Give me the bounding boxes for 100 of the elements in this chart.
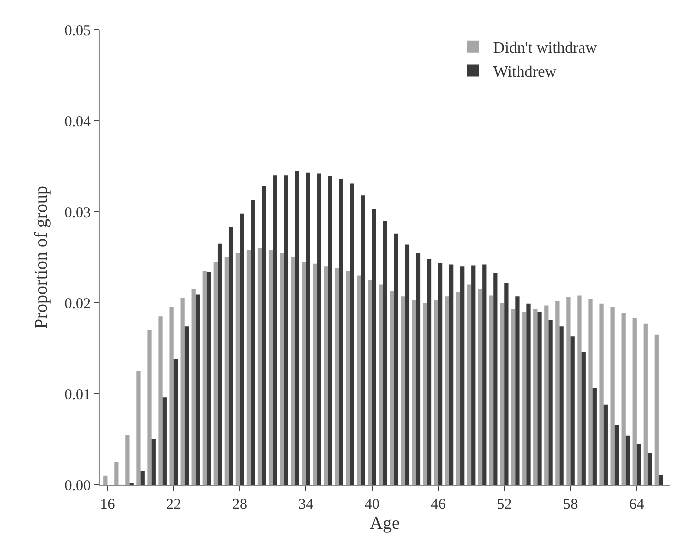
bar <box>460 266 465 485</box>
y-tick-label: 0.04 <box>64 114 92 130</box>
bar <box>588 299 593 485</box>
bar <box>405 244 410 485</box>
bar <box>162 398 167 485</box>
bar <box>180 298 185 485</box>
legend-label: Didn't withdraw <box>493 40 598 58</box>
bar <box>148 330 152 485</box>
y-tick-label: 0.05 <box>64 23 91 40</box>
bar <box>648 453 652 485</box>
bar <box>538 312 542 485</box>
bar <box>632 318 637 485</box>
bar <box>548 320 553 485</box>
bar <box>152 440 156 485</box>
bar <box>346 271 350 485</box>
bar <box>328 176 332 485</box>
y-tick-label: 0.02 <box>64 296 91 312</box>
bar <box>317 174 322 485</box>
bar <box>401 296 406 485</box>
bar <box>236 252 240 485</box>
bar <box>291 258 296 485</box>
bar <box>136 371 141 485</box>
y-tick-label: 0.00 <box>64 478 91 494</box>
bar <box>361 196 366 485</box>
bar <box>622 313 626 485</box>
bar <box>544 306 549 485</box>
x-tick-label: 40 <box>364 497 380 513</box>
bar <box>566 298 571 485</box>
bar <box>246 250 252 485</box>
bar <box>516 296 520 485</box>
bar <box>214 262 218 485</box>
bar <box>604 404 608 485</box>
bar <box>202 271 207 485</box>
bar <box>556 301 560 485</box>
bar <box>126 434 130 485</box>
bar <box>268 250 274 485</box>
bar <box>302 262 306 485</box>
x-axis-title: Age <box>370 513 400 534</box>
x-tick-label: 58 <box>563 497 578 513</box>
bar <box>512 309 516 485</box>
bar <box>416 252 421 485</box>
bar <box>489 296 494 485</box>
bar <box>335 268 340 485</box>
x-tick-label: 52 <box>497 497 512 513</box>
bar <box>658 474 664 485</box>
bar <box>534 309 538 485</box>
bar <box>472 266 476 485</box>
x-tick-label: 22 <box>166 497 182 513</box>
bar <box>184 326 190 485</box>
bar <box>478 289 483 485</box>
bar <box>313 264 318 485</box>
bar <box>280 252 284 485</box>
bar <box>560 326 564 485</box>
bar <box>578 296 582 485</box>
y-axis-title: Proportion of group <box>30 186 51 329</box>
bar <box>284 176 288 485</box>
bar <box>206 272 212 485</box>
bar <box>427 259 432 485</box>
bar <box>170 308 174 485</box>
bar <box>383 221 388 485</box>
bar <box>500 303 505 485</box>
bar <box>140 471 145 485</box>
bar <box>114 462 119 485</box>
bar <box>262 186 266 485</box>
y-tick-label: 0.03 <box>64 205 91 222</box>
bar <box>104 476 108 485</box>
bar <box>482 264 487 485</box>
bar <box>273 176 278 485</box>
x-tick-label: 16 <box>100 497 116 513</box>
bar <box>394 234 399 485</box>
bar <box>228 227 234 485</box>
bar <box>196 294 200 485</box>
bar <box>251 200 256 485</box>
bar <box>192 289 196 485</box>
bar <box>423 303 428 485</box>
bar <box>445 296 450 485</box>
bar <box>224 258 229 485</box>
y-tick-label: 0.01 <box>64 387 91 404</box>
bar <box>526 304 531 485</box>
bar <box>368 280 372 485</box>
bar <box>592 388 597 485</box>
bar <box>339 179 344 485</box>
bar <box>357 276 362 485</box>
bar <box>522 312 527 485</box>
bar <box>450 264 454 485</box>
bar <box>412 300 416 485</box>
x-tick-label: 28 <box>232 497 248 513</box>
bar <box>218 244 222 485</box>
x-tick-label: 64 <box>629 497 645 513</box>
bar <box>467 284 472 485</box>
x-tick-label: 34 <box>298 497 314 513</box>
bar <box>379 284 384 485</box>
bar <box>295 171 300 485</box>
bar <box>494 272 498 485</box>
bar <box>654 334 659 485</box>
bar <box>350 184 354 485</box>
bar <box>600 304 604 485</box>
bar <box>626 436 630 485</box>
bar <box>324 266 328 485</box>
bar <box>390 291 394 485</box>
